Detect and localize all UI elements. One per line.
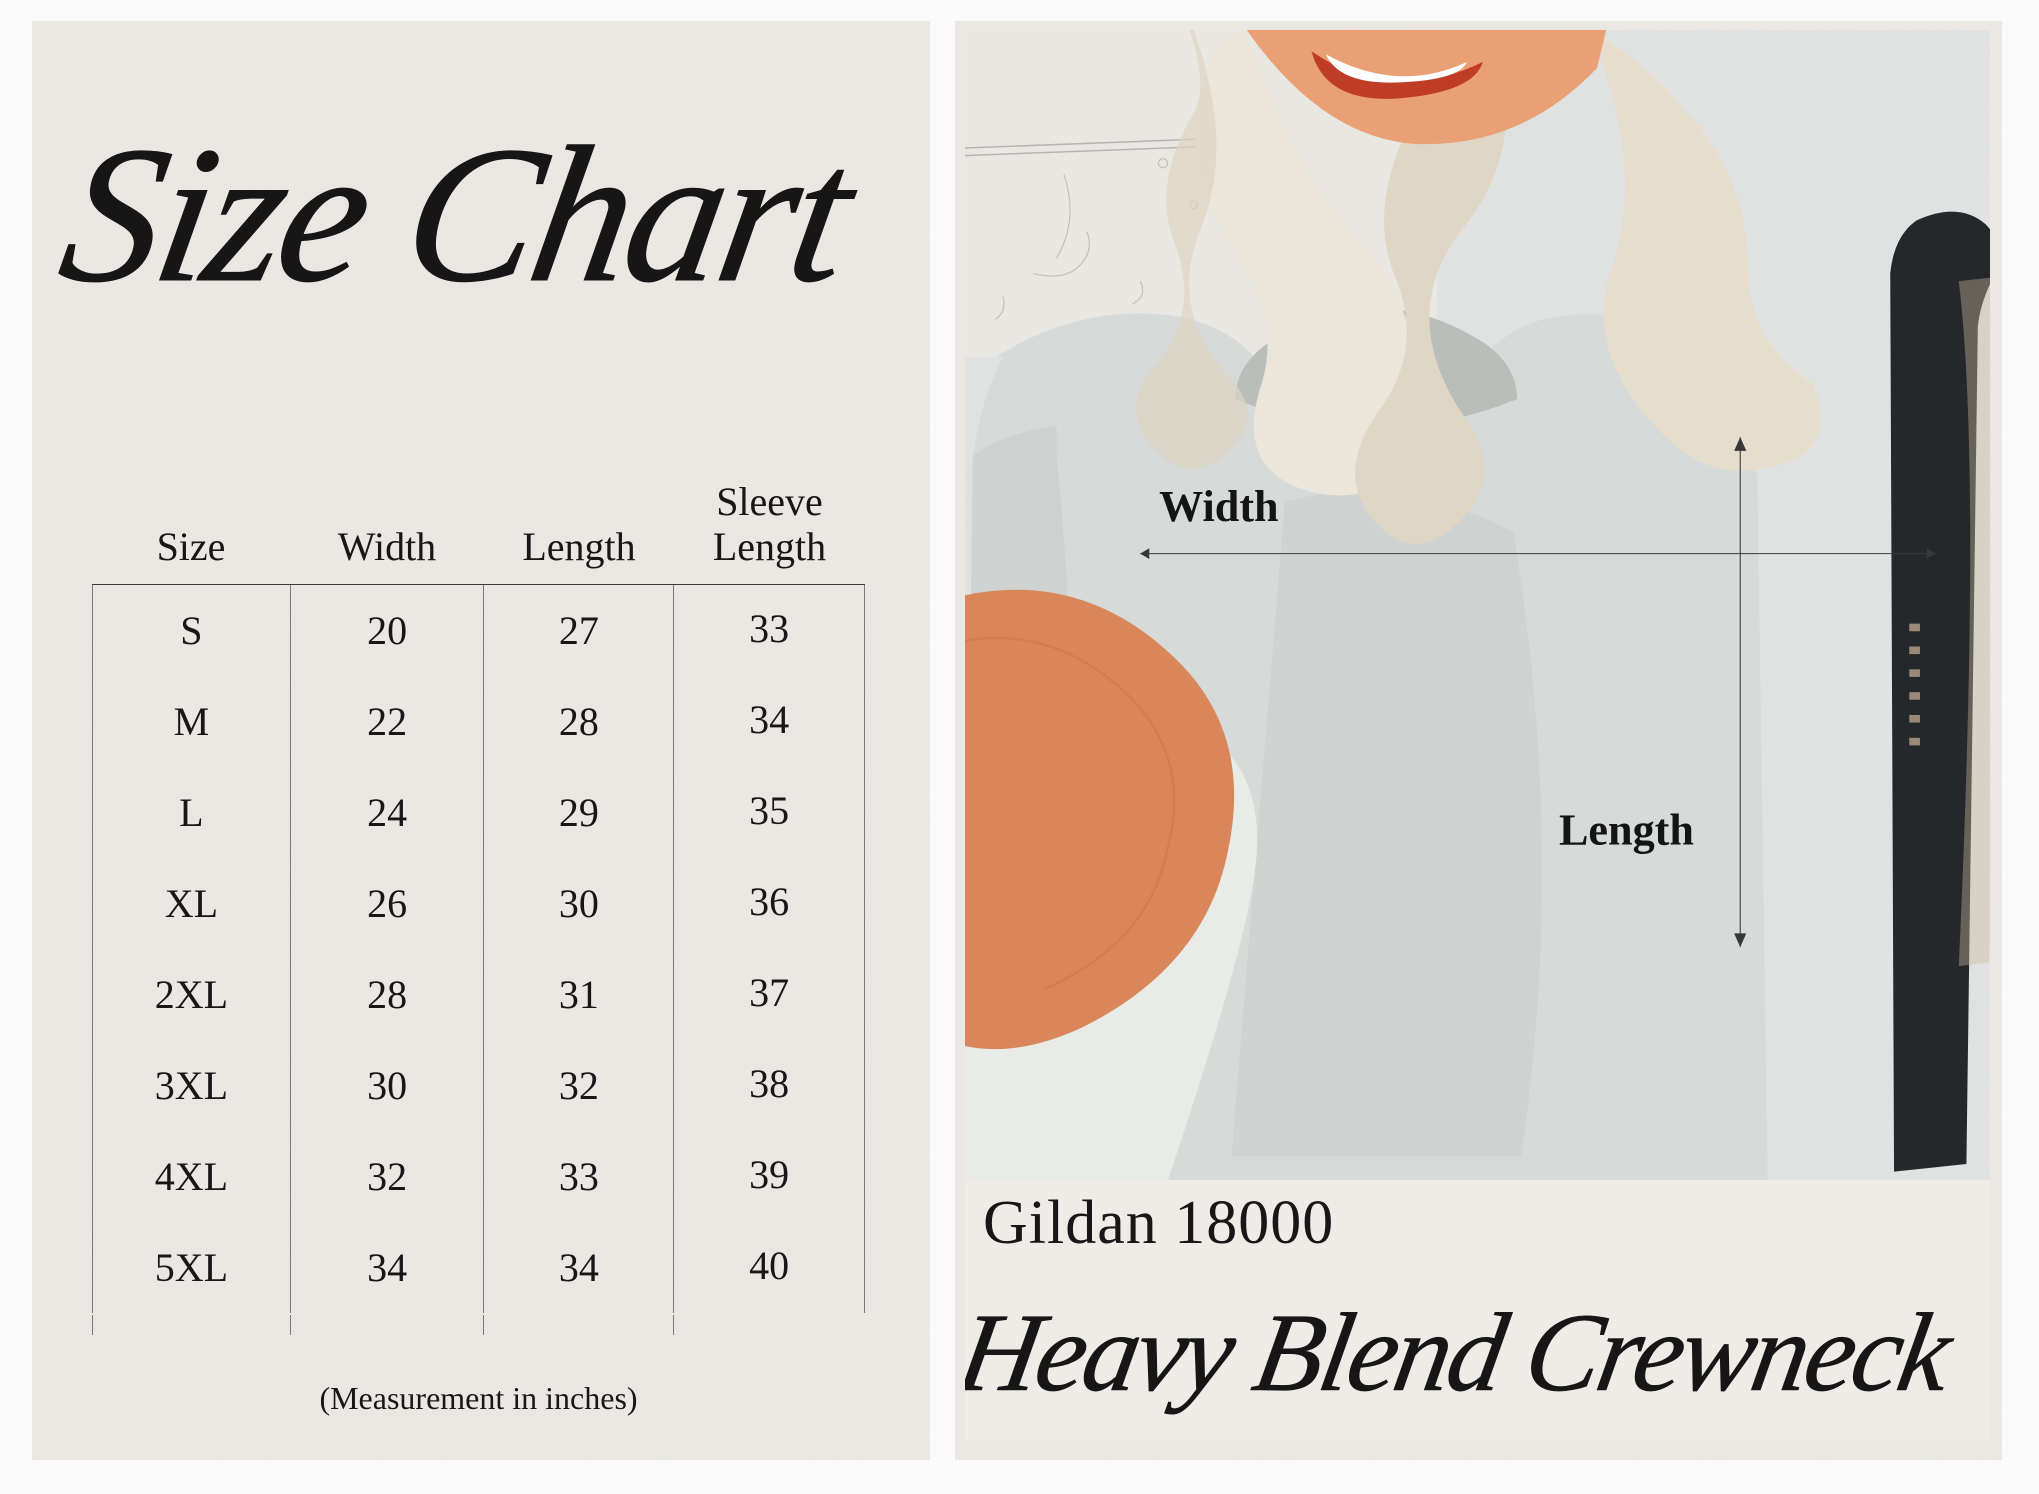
svg-text:Heavy Blend Crewneck: Heavy Blend Crewneck bbox=[965, 1291, 1963, 1415]
svg-text:Length: Length bbox=[1559, 805, 1694, 854]
svg-text:Size Chart: Size Chart bbox=[48, 106, 872, 322]
svg-text:Width: Width bbox=[1159, 482, 1278, 531]
